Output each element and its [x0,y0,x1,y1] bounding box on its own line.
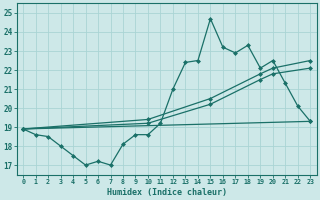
X-axis label: Humidex (Indice chaleur): Humidex (Indice chaleur) [107,188,227,197]
